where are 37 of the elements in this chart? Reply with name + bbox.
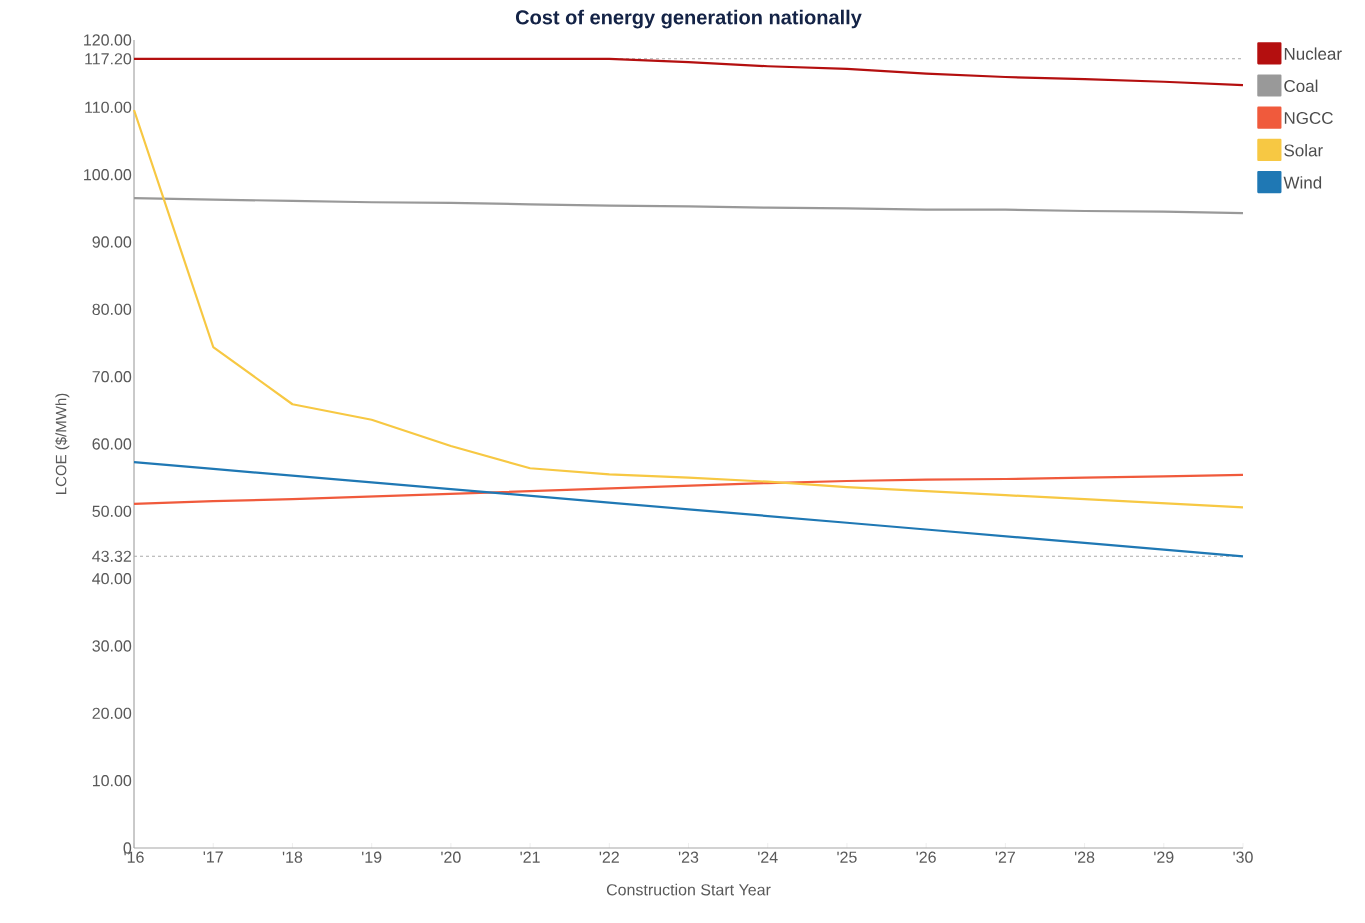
x-tick-label: '29: [1154, 851, 1174, 863]
y-axis-title: LCOE ($/MWh): [55, 393, 70, 495]
x-axis-title: Construction Start Year: [606, 883, 771, 896]
y-tick-label: 60.00: [92, 438, 132, 450]
x-tick-label: '23: [678, 851, 699, 863]
x-tick-label: '25: [837, 851, 857, 863]
x-tick-label: '21: [520, 851, 540, 863]
y-tick-label: 43.32: [92, 550, 131, 562]
legend-label: NGCC: [1284, 112, 1333, 125]
x-tick-label: '30: [1233, 851, 1253, 863]
y-tick-label: 100.00: [84, 169, 132, 181]
line-series: [132, 197, 1245, 215]
y-tick-label: 90.00: [92, 236, 132, 248]
y-tick-label: 70.00: [92, 371, 132, 383]
x-tick-label: '28: [1074, 851, 1095, 863]
legend-label: Coal: [1284, 79, 1318, 93]
y-tick-label: 117.20: [85, 53, 132, 65]
y-tick-label: 50.00: [92, 505, 132, 517]
y-tick-label: 80.00: [92, 303, 132, 315]
x-tick-label: '27: [995, 851, 1015, 863]
x-tick-label: '22: [599, 851, 619, 863]
y-tick-label: 20.00: [92, 707, 132, 719]
chart-title: Cost of energy generation nationally: [515, 9, 862, 29]
y-tick-label: 110.00: [85, 101, 132, 113]
x-tick-label: '20: [441, 851, 461, 863]
y-tick-label: 120.00: [84, 34, 132, 46]
y-tick-label: 40.00: [92, 572, 132, 585]
x-tick-label: '19: [362, 851, 382, 863]
x-tick-label: '18: [282, 851, 303, 863]
x-tick-label: '24: [758, 851, 778, 863]
legend-label: Wind: [1283, 176, 1322, 189]
legend-label: Solar: [1284, 143, 1323, 157]
x-tick-label: '17: [203, 851, 223, 863]
y-tick-label: 30.00: [92, 640, 132, 652]
y-tick-label: 10.00: [92, 774, 132, 787]
x-tick-label: '26: [916, 851, 936, 863]
legend-label: Nuclear: [1284, 47, 1342, 60]
